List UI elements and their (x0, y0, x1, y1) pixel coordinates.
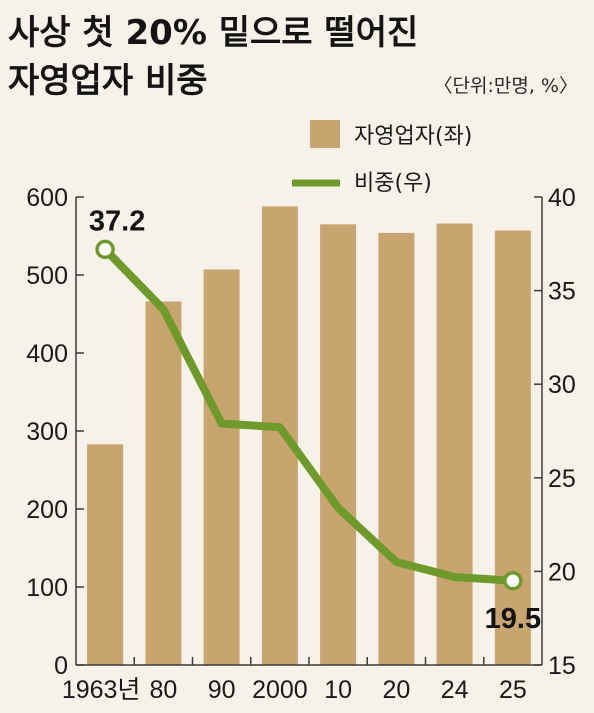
right-tick-label-4: 35 (548, 278, 576, 306)
data-label-1: 19.5 (485, 603, 541, 635)
chart-title-line2: 자영업자 비중 (8, 61, 208, 101)
x-tick-label-1: 80 (149, 676, 177, 704)
x-tick-label-0: 1963년 (62, 676, 141, 704)
line-layer (95, 239, 523, 591)
x-tick-label-3: 2000 (252, 676, 308, 704)
right-tick-label-1: 20 (548, 558, 576, 586)
right-tick-label-0: 15 (548, 652, 576, 680)
labels-layer: 37.2 19.5 (89, 205, 541, 634)
bar-5 (378, 232, 415, 665)
legend-swatch-bar (310, 120, 340, 148)
bars-layer (87, 206, 531, 666)
x-tick-label-5: 20 (382, 676, 410, 704)
bar-3 (261, 206, 298, 665)
bar-0 (87, 444, 124, 665)
x-tick-label-7: 25 (499, 676, 527, 704)
axes-layer: 0 100 200 300 400 500 600 15 20 25 30 35 40 1963년 80 90… (26, 184, 576, 704)
bar-1 (145, 301, 182, 665)
line-point-0 (95, 239, 115, 260)
left-tick-label-3: 300 (26, 418, 68, 446)
x-tick-label-6: 24 (441, 676, 469, 704)
legend-label-bar: 자영업자(좌) (354, 124, 472, 149)
line-series-bijung (101, 245, 517, 585)
chart-title-line1: 사상 첫 20% 밑으로 떨어진 (8, 13, 418, 53)
x-tick-label-4: 10 (324, 676, 352, 704)
right-tick-label-2: 25 (548, 465, 576, 493)
bar-2 (203, 269, 240, 665)
bar-4 (320, 224, 357, 666)
line-point-7 (503, 571, 523, 591)
bar-7 (494, 230, 531, 665)
data-label-0: 37.2 (89, 205, 145, 237)
left-tick-label-2: 200 (26, 496, 68, 524)
left-tick-label-5: 500 (26, 262, 68, 290)
left-tick-label-1: 100 (26, 574, 68, 602)
unit-note: 〈단위:만명, %〉 (434, 75, 578, 97)
left-tick-label-6: 600 (26, 184, 68, 212)
bar-6 (436, 223, 473, 665)
x-tick-label-2: 90 (208, 676, 236, 704)
left-tick-label-0: 0 (54, 652, 68, 680)
legend-label-line: 비중(우) (354, 171, 432, 196)
right-tick-label-3: 30 (548, 371, 576, 399)
right-tick-label-5: 40 (548, 184, 576, 212)
left-tick-label-4: 400 (26, 340, 68, 368)
